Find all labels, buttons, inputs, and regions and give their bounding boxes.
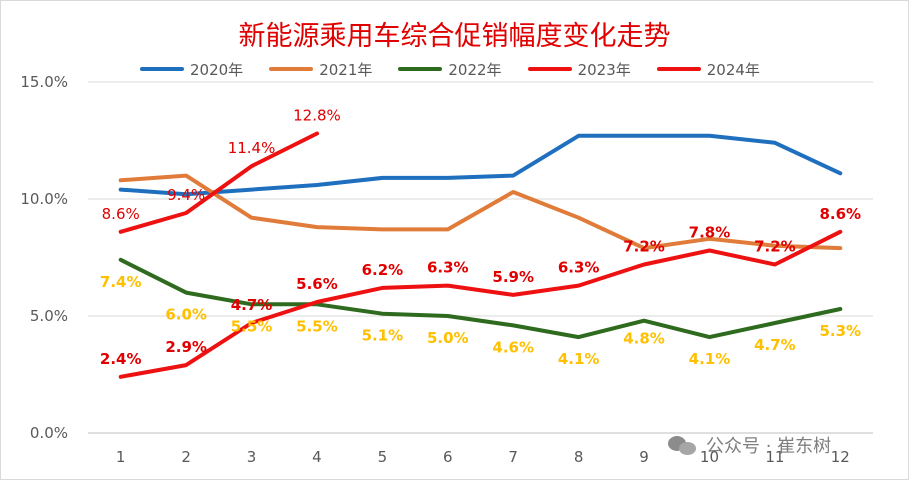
- x-tick-label: 8: [574, 448, 584, 466]
- data-label: 5.0%: [427, 329, 469, 347]
- data-label: 4.1%: [558, 350, 600, 368]
- data-label: 7.2%: [754, 238, 796, 256]
- legend-swatch: [527, 67, 572, 71]
- data-label: 6.0%: [165, 306, 207, 324]
- legend-item: 2022年: [398, 59, 502, 80]
- data-label: 4.1%: [689, 350, 731, 368]
- legend-label: 2023年: [577, 60, 631, 79]
- x-tick-label: 10: [700, 448, 719, 466]
- data-label: 8.6%: [102, 205, 140, 223]
- data-label: 6.3%: [558, 259, 600, 277]
- y-tick-label: 5.0%: [30, 307, 68, 325]
- legend-item: 2021年: [269, 59, 372, 80]
- data-label: 5.5%: [231, 317, 273, 335]
- series-line-2021: [118, 173, 843, 251]
- x-tick-label: 12: [831, 448, 850, 466]
- legend-label: 2022年: [448, 60, 502, 79]
- x-tick-label: 2: [181, 448, 191, 466]
- legend-label: 2024年: [706, 60, 760, 79]
- data-label: 4.8%: [623, 330, 665, 348]
- series-line-2022: [118, 257, 843, 340]
- data-label: 4.7%: [231, 296, 273, 314]
- data-label: 4.6%: [492, 338, 534, 356]
- legend-swatch: [656, 67, 701, 71]
- legend-item: 2023年: [527, 59, 631, 80]
- wechat-icon: [668, 434, 698, 456]
- data-label: 11.4%: [228, 139, 276, 157]
- data-label: 2.9%: [165, 338, 207, 356]
- y-tick-label: 15.0%: [20, 73, 68, 91]
- legend-label: 2021年: [319, 60, 373, 79]
- data-label: 5.1%: [362, 327, 404, 345]
- data-label: 7.4%: [100, 273, 142, 291]
- chart-legend: 2020年 2021年 2022年 2023年 2024年: [140, 58, 760, 80]
- x-tick-label: 1: [116, 448, 126, 466]
- data-label: 9.4%: [167, 186, 205, 204]
- watermark: 公众号 · 崔东树: [668, 432, 831, 458]
- x-tick-label: 9: [639, 448, 649, 466]
- data-label: 5.3%: [819, 322, 861, 340]
- y-tick-label: 0.0%: [30, 424, 68, 442]
- data-label: 7.8%: [689, 223, 731, 241]
- x-tick-label: 5: [378, 448, 388, 466]
- data-label: 5.5%: [296, 317, 338, 335]
- data-label: 6.2%: [362, 261, 404, 279]
- data-label: 2.4%: [100, 350, 142, 368]
- legend-swatch: [398, 67, 443, 71]
- x-tick-label: 4: [312, 448, 322, 466]
- series-line-2020: [118, 133, 843, 197]
- data-label: 4.7%: [754, 336, 796, 354]
- watermark-text: 公众号 · 崔东树: [706, 436, 832, 457]
- data-label: 8.6%: [819, 205, 861, 223]
- legend-swatch: [269, 67, 314, 71]
- legend-label: 2020年: [190, 60, 244, 79]
- chart-title: 新能源乘用车综合促销幅度变化走势: [238, 21, 671, 52]
- legend-item: 2024年: [656, 59, 760, 80]
- x-tick-label: 3: [247, 448, 257, 466]
- legend-swatch: [140, 67, 184, 71]
- series-line-2024: [118, 131, 319, 234]
- data-label: 5.9%: [492, 268, 534, 286]
- data-label: 12.8%: [293, 106, 341, 124]
- x-tick-label: 6: [443, 448, 453, 466]
- x-tick-label: 7: [508, 448, 518, 466]
- y-tick-label: 10.0%: [20, 190, 68, 208]
- series-line-2023: [118, 229, 843, 379]
- x-tick-label: 11: [765, 448, 784, 466]
- data-label: 7.2%: [623, 238, 665, 256]
- legend-item: 2020年: [140, 59, 243, 80]
- data-label: 6.3%: [427, 259, 469, 277]
- data-label: 5.6%: [296, 275, 338, 293]
